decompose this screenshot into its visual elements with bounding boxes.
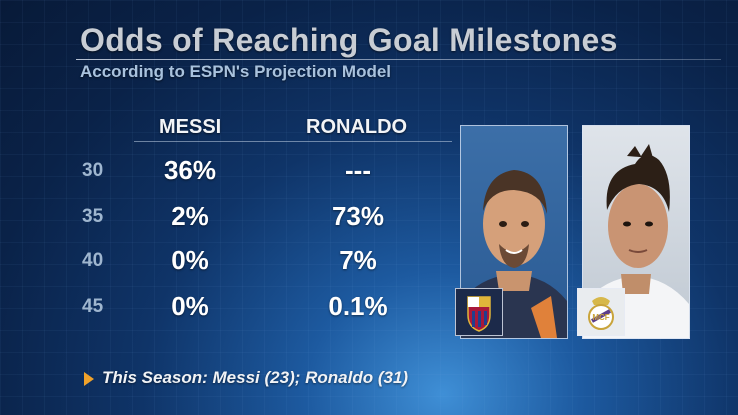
milestone-label: 30	[82, 160, 104, 181]
title-divider	[76, 59, 721, 60]
page-subtitle: According to ESPN's Projection Model	[80, 62, 392, 81]
ronaldo-odds: 73%	[331, 201, 385, 231]
ronaldo-odds: ---	[345, 155, 371, 185]
messi-odds: 2%	[171, 201, 209, 231]
ronaldo-odds: 0.1%	[328, 291, 388, 321]
column-header-messi: MESSI	[159, 116, 222, 138]
messi-odds: 0%	[171, 291, 209, 321]
table-row: 45 0% 0.1%	[0, 291, 460, 340]
ronaldo-odds: 7%	[339, 245, 377, 275]
table-row: 30 36% ---	[0, 155, 460, 204]
messi-odds: 36%	[163, 155, 217, 185]
play-arrow-icon	[84, 372, 94, 386]
column-header-ronaldo: RONALDO	[306, 116, 408, 138]
messi-odds: 0%	[171, 245, 209, 275]
page-title: Odds of Reaching Goal Milestones	[80, 22, 618, 58]
milestone-label: 40	[82, 250, 104, 271]
season-note: This Season: Messi (23); Ronaldo (31)	[102, 368, 409, 387]
header-divider	[134, 141, 452, 142]
milestone-label: 45	[82, 296, 104, 317]
svg-text:MCF: MCF	[592, 313, 609, 322]
table-row: 40 0% 7%	[0, 245, 460, 294]
fc-barcelona-crest-icon	[455, 288, 503, 336]
real-madrid-crest-icon: MCF	[577, 288, 625, 336]
milestone-label: 35	[82, 206, 104, 227]
table-row: 35 2% 73%	[0, 201, 460, 250]
